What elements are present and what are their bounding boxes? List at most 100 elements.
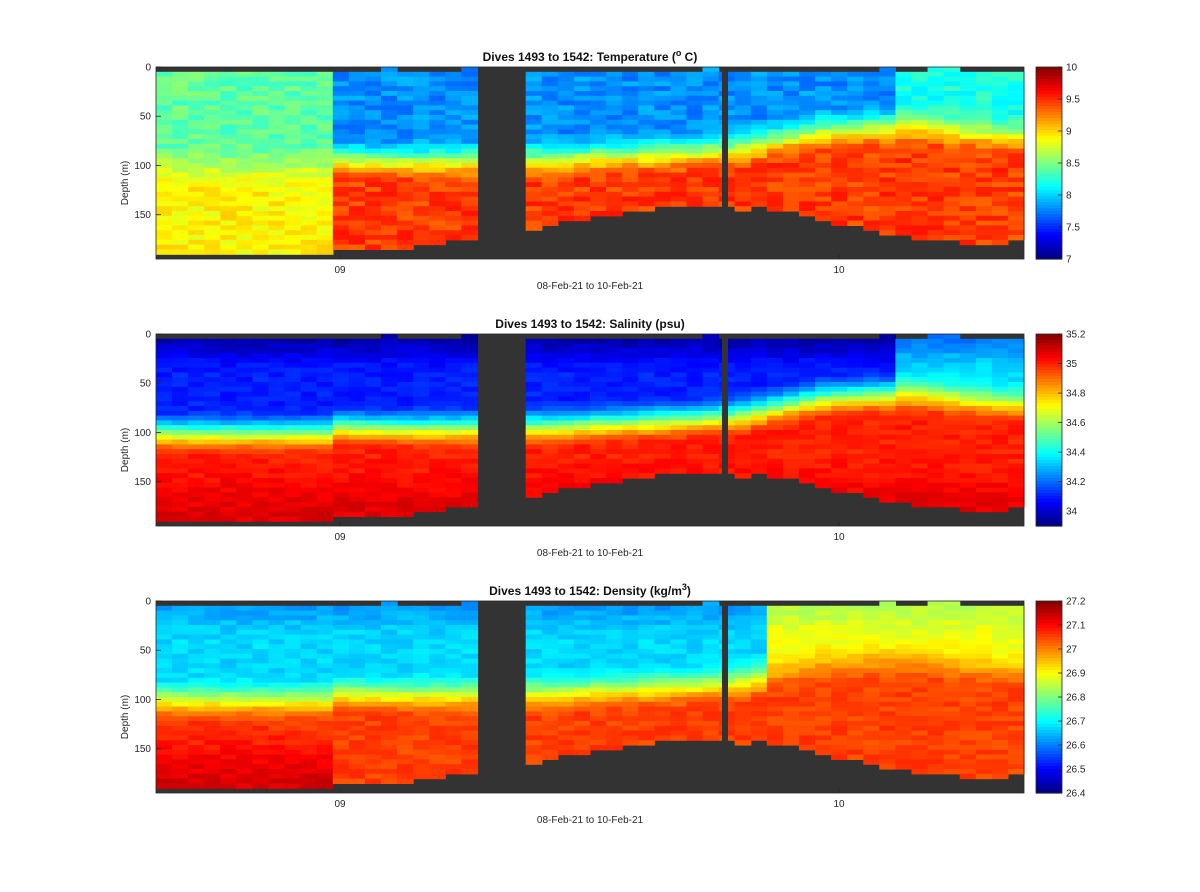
heatmap-cell [172,225,189,231]
heatmap-cell [397,725,414,732]
heatmap-cell [798,115,816,121]
heatmap-cell [895,124,913,130]
heatmap-cell [815,110,832,116]
heatmap-cell [236,249,254,255]
heatmap-cell [654,343,671,349]
heatmap-cell [525,95,543,102]
heatmap-cell [991,124,1009,130]
heatmap-cell [364,430,382,436]
heatmap-cell [541,139,559,145]
heatmap-cell [606,391,623,397]
heatmap-cell [1007,502,1025,508]
heatmap-cell [847,153,864,159]
heatmap-cell [220,244,237,250]
heatmap-cell [220,653,237,660]
heatmap-cell [750,697,768,703]
heatmap-cell [702,81,720,87]
heatmap-cell [782,711,800,717]
heatmap-cell [541,182,559,188]
heatmap-cell [188,759,205,765]
heatmap-cell [381,692,398,698]
heatmap-cell [300,343,318,349]
heatmap-cell [268,754,286,760]
colorbar-segment [1036,115,1062,119]
heatmap-cell [364,187,382,193]
heatmap-cell [348,706,366,712]
heatmap-cell [911,391,929,397]
heatmap-cell [831,220,848,226]
heatmap-cell [364,677,382,684]
heatmap-cell [461,725,479,732]
heatmap-cell [525,134,543,140]
heatmap-cell [798,735,816,741]
heatmap-cell [782,386,800,393]
heatmap-cell [268,220,286,226]
colorbar-segment [1036,208,1062,212]
heatmap-cell [959,492,977,498]
heatmap-cell [847,382,864,388]
heatmap-cell [766,76,784,82]
heatmap-cell [911,487,929,493]
heatmap-cell [156,143,173,150]
heatmap-cell [831,110,848,116]
heatmap-cell [895,420,913,426]
heatmap-cell [1007,76,1025,82]
heatmap-cell [927,191,945,198]
heatmap-cell [429,377,446,383]
heatmap-cell [557,134,575,140]
heatmap-cell [172,425,189,431]
heatmap-cell [252,372,270,378]
heatmap-cell [381,615,398,621]
heatmap-cell [332,615,350,621]
heatmap-cell [204,449,221,455]
heatmap-cell [750,196,768,202]
heatmap-cell [381,749,398,756]
heatmap-cell [943,334,961,340]
heatmap-cell [397,382,414,388]
heatmap-cell [831,735,848,741]
heatmap-cell [927,81,945,87]
heatmap-cell [879,172,896,178]
heatmap-cell [557,653,575,660]
heatmap-cell [654,172,671,178]
heatmap-cell [429,230,446,236]
heatmap-cell [734,673,752,679]
heatmap-cell [863,430,880,436]
heatmap-cell [557,740,575,746]
heatmap-cell [348,358,366,364]
heatmap-cell [702,196,720,202]
heatmap-cell [268,449,286,455]
heatmap-cell [413,225,430,231]
colorbar-segment [1036,166,1062,170]
heatmap-cell [316,206,334,212]
heatmap-cell [348,487,366,493]
heatmap-cell [429,463,446,469]
heatmap-cell [188,124,205,130]
heatmap-cell [252,382,270,388]
heatmap-cell [461,740,479,746]
heatmap-cell [815,148,832,154]
heatmap-cell [975,100,993,106]
heatmap-cell [606,86,623,92]
heatmap-cell [590,134,607,140]
heatmap-cell [156,148,173,154]
heatmap-cell [220,620,237,626]
heatmap-cell [525,201,543,207]
heatmap-cell [300,759,318,765]
heatmap-cell [461,105,479,111]
heatmap-cell [204,764,221,770]
heatmap-cell [445,682,462,688]
heatmap-cell [172,610,189,616]
heatmap-cell [445,167,462,174]
heatmap-cell [364,620,382,626]
heatmap-cell [766,706,784,712]
heatmap-cell [284,716,302,722]
heatmap-cell [590,716,607,722]
heatmap-cell [397,463,414,469]
heatmap-cell [975,105,993,111]
heatmap-cell [252,687,270,693]
heatmap-cell [188,692,205,698]
heatmap-cell [815,463,832,469]
heatmap-cell [798,454,816,460]
heatmap-cell [815,420,832,426]
